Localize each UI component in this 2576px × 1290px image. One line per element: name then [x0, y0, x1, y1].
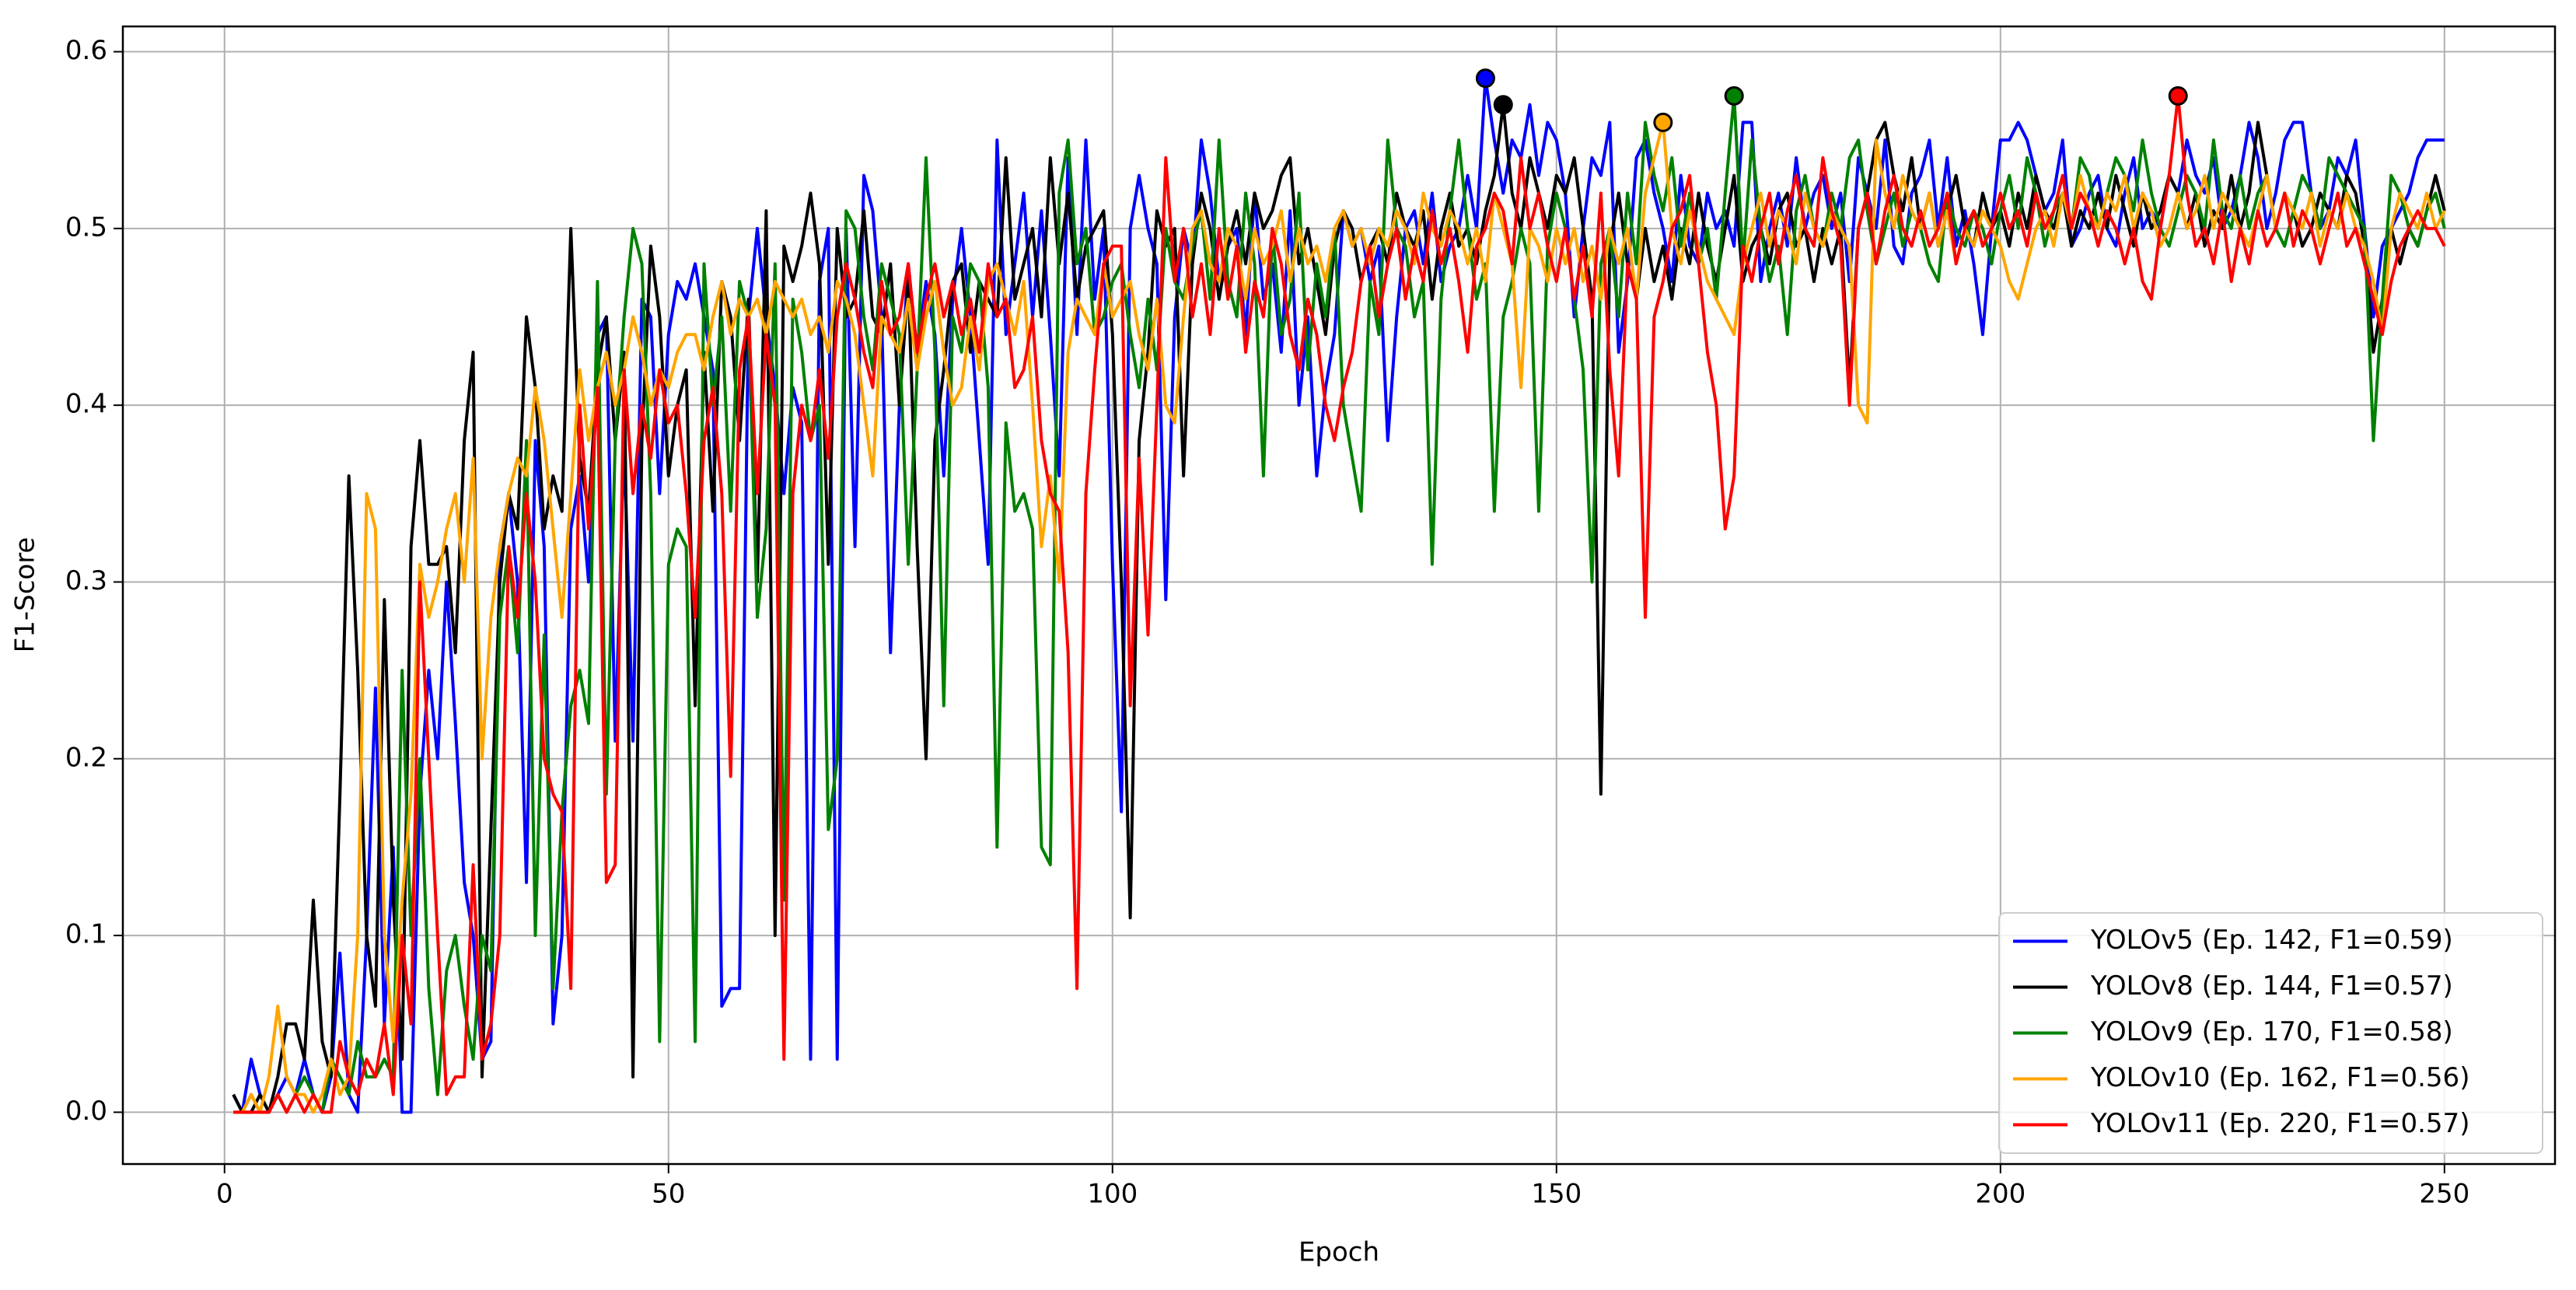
series-line: [233, 121, 2446, 1114]
x-tick-label: 200: [1975, 1179, 2025, 1210]
y-tick-label: 0.6: [65, 35, 107, 66]
plot-frame: [121, 25, 2557, 1166]
x-axis-label: Epoch: [1298, 1237, 1379, 1268]
y-tick-label: 0.3: [65, 565, 107, 596]
series-line: [232, 76, 2445, 1114]
y-tick-label: 0.1: [65, 919, 107, 950]
y-tick-label: 0.4: [65, 389, 107, 420]
y-axis-label: F1-Score: [10, 537, 41, 653]
best-marker: [1724, 86, 1744, 106]
legend-label: YOLOv10 (Ep. 162, F1=0.56): [2090, 1062, 2469, 1093]
y-tick-label: 0.2: [65, 742, 107, 773]
x-tick-label: 50: [652, 1179, 685, 1210]
best-marker: [1493, 95, 1513, 115]
x-tick-label: 150: [1531, 1179, 1582, 1210]
best-marker: [1653, 112, 1673, 132]
series-line: [232, 103, 2446, 1114]
x-tick-label: 250: [2419, 1179, 2469, 1210]
legend-label: YOLOv5 (Ep. 142, F1=0.59): [2090, 925, 2453, 956]
legend-label: YOLOv9 (Ep. 170, F1=0.58): [2090, 1016, 2453, 1047]
x-tick-label: 100: [1087, 1179, 1138, 1210]
best-marker: [1475, 68, 1495, 89]
y-tick-label: 0.5: [65, 212, 107, 243]
best-marker: [2168, 86, 2188, 106]
x-tick-label: 0: [216, 1179, 233, 1210]
y-tick-label: 0.0: [65, 1096, 107, 1127]
legend-label: YOLOv8 (Ep. 144, F1=0.57): [2090, 970, 2453, 1002]
legend-label: YOLOv11 (Ep. 220, F1=0.57): [2090, 1108, 2469, 1139]
legend-box: [1998, 912, 2543, 1154]
series-line: [233, 94, 2446, 1114]
